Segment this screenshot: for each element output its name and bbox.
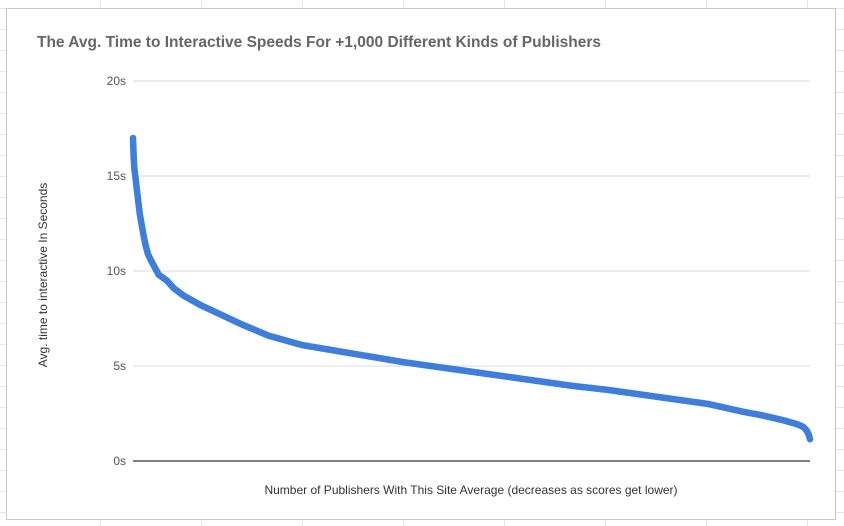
y-tick-label: 20s	[107, 74, 126, 88]
gridlines	[133, 80, 810, 367]
data-series	[129, 134, 814, 443]
chart-frame[interactable]: The Avg. Time to Interactive Speeds For …	[6, 8, 836, 520]
chart-title: The Avg. Time to Interactive Speeds For …	[37, 34, 602, 51]
y-tick-label: 10s	[107, 264, 126, 278]
y-axis-ticks: 0s 5s 10s 15s 20s	[107, 74, 126, 468]
y-tick-label: 0s	[113, 454, 126, 468]
y-tick-label: 15s	[107, 169, 126, 183]
y-tick-label: 5s	[113, 359, 126, 373]
data-point[interactable]	[806, 435, 814, 443]
y-axis-label: Avg. time to interactive In Seconds	[36, 183, 50, 368]
x-axis-label: Number of Publishers With This Site Aver…	[264, 483, 677, 497]
